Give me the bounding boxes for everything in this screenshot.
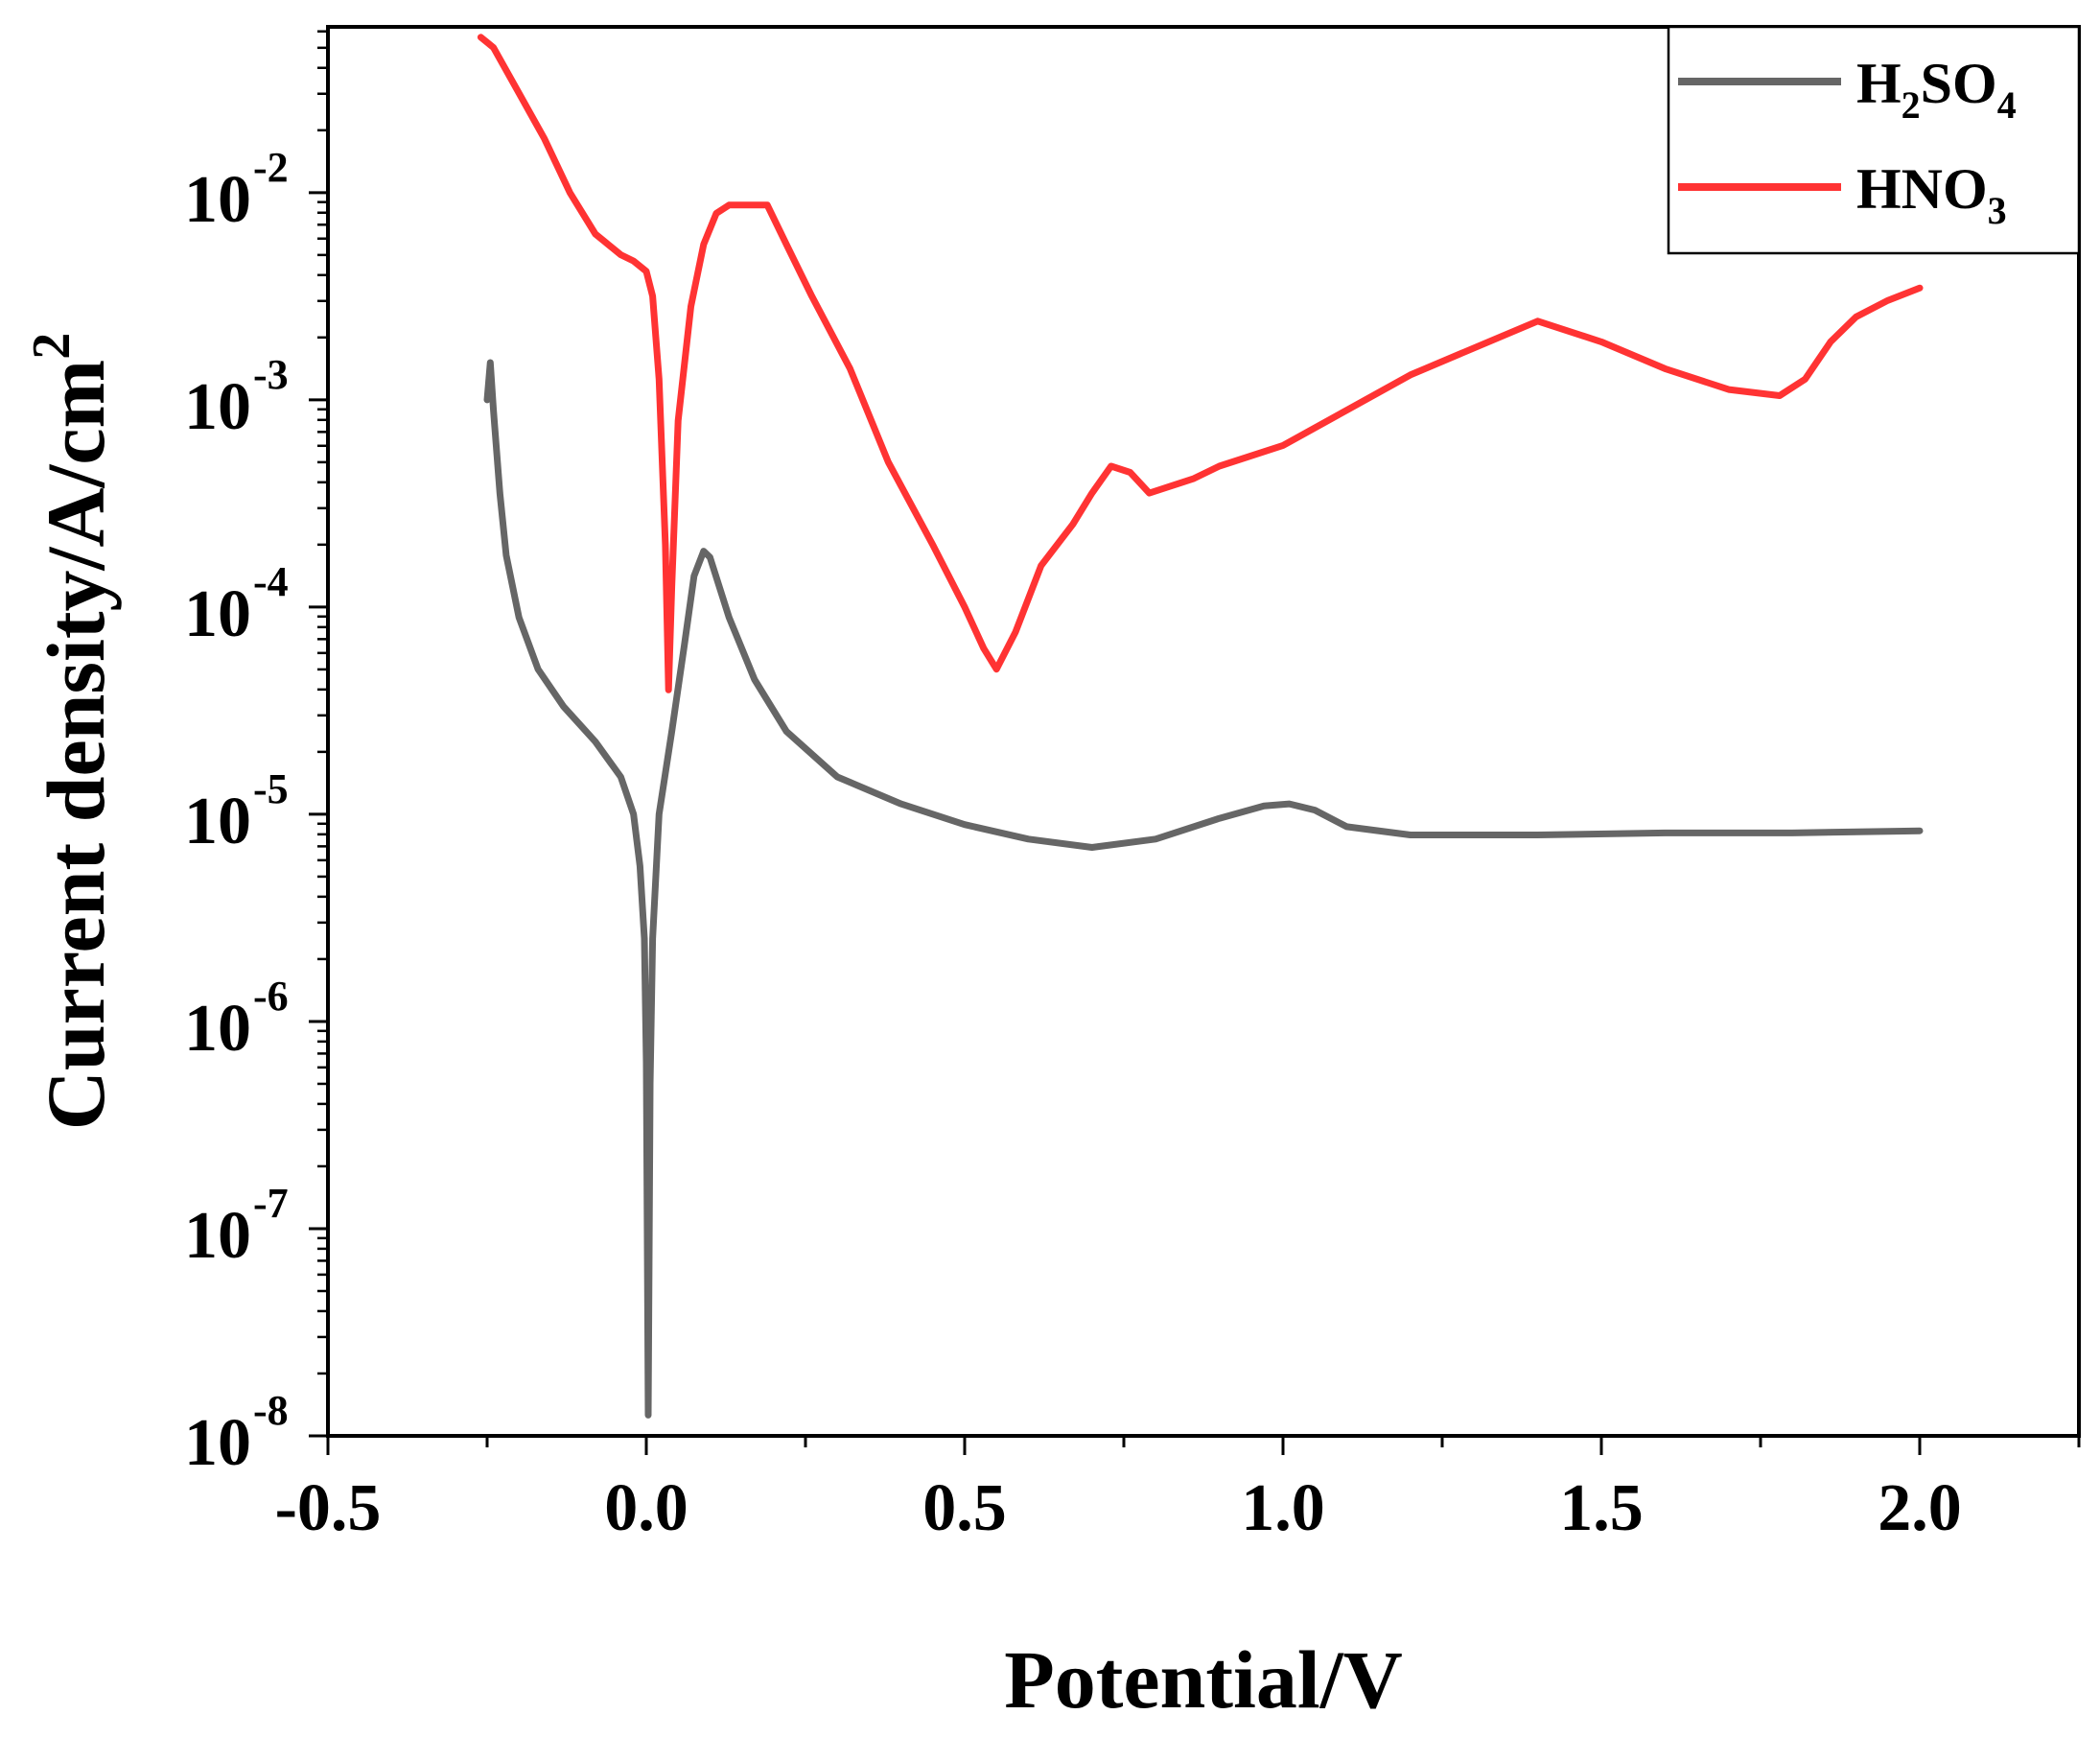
legend-label-part: HNO xyxy=(1856,157,1988,221)
legend-label-part: H xyxy=(1856,52,1902,115)
series-line-h2so4 xyxy=(483,359,1924,1419)
y-axis-title-sup: 2 xyxy=(22,333,82,360)
legend-label-h2so4: H2SO4 xyxy=(1856,52,2017,127)
x-tick-label: 2.0 xyxy=(1878,1471,1962,1545)
y-tick-label: 10 xyxy=(184,370,251,444)
series-line-hno3 xyxy=(477,34,1924,693)
plot-frame xyxy=(326,25,2081,1438)
y-tick-exponent: -5 xyxy=(253,765,289,812)
legend-label-hno3: HNO3 xyxy=(1856,157,2007,232)
x-tick-label: 0.5 xyxy=(922,1471,1007,1545)
legend-label-part: 4 xyxy=(1997,83,2017,127)
x-tick-label: 1.0 xyxy=(1241,1471,1325,1545)
y-tick-label: 10 xyxy=(184,785,251,858)
y-axis-title-base: Current density/A/cm xyxy=(30,360,122,1130)
legend-label-part: 3 xyxy=(1988,189,2007,232)
y-tick-label: 10 xyxy=(184,577,251,651)
x-tick-label: 1.5 xyxy=(1559,1471,1644,1545)
y-tick-exponent: -4 xyxy=(253,558,289,605)
legend-box xyxy=(1667,25,2081,255)
y-tick-label: 10 xyxy=(184,1199,251,1273)
legend-label-part: SO xyxy=(1921,52,1997,115)
x-tick-label: 0.0 xyxy=(604,1471,688,1545)
y-tick-label: 10 xyxy=(184,1406,251,1480)
x-axis-title: Potential/V xyxy=(1004,1633,1403,1726)
x-axis: -0.5 0.0 0.5 1.0 1.5 2.0 xyxy=(275,1436,2081,1545)
y-tick-label: 10 xyxy=(184,163,251,237)
y-axis-title: Current density/A/cm2 xyxy=(22,333,122,1130)
y-axis: 10-210-310-410-510-610-710-8 xyxy=(184,30,328,1480)
y-tick-exponent: -7 xyxy=(253,1180,289,1227)
y-tick-exponent: -6 xyxy=(253,973,289,1020)
x-tick-label: -0.5 xyxy=(275,1471,382,1545)
legend-label-part: 2 xyxy=(1902,83,1921,127)
y-tick-exponent: -3 xyxy=(253,351,289,398)
y-tick-exponent: -8 xyxy=(253,1387,289,1434)
y-tick-exponent: -2 xyxy=(253,144,289,191)
series-group xyxy=(477,34,1924,1419)
y-tick-label: 10 xyxy=(184,992,251,1066)
